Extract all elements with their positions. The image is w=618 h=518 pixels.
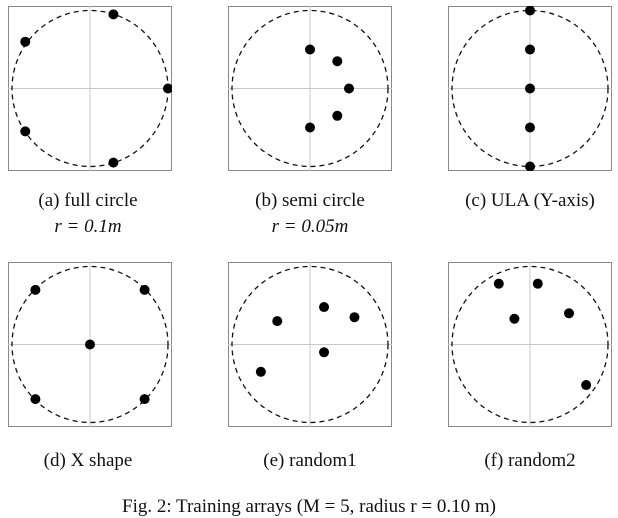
array-element-dot [85,339,95,350]
radius-semi-circle: r = 0.05m [271,216,349,237]
radius-circle [451,9,609,168]
array-element-dot [525,83,535,94]
array-element-dot [344,83,354,94]
array-plot [448,6,612,171]
array-plot [8,262,172,427]
array-element-dot [509,313,520,324]
panel-x-shape [8,262,172,427]
array-element-dot [255,366,266,377]
radius-full-circle: r = 0.1m [54,216,122,237]
array-element-dot [349,312,360,323]
caption-random1: (e) random1 [263,450,357,471]
array-element-dot [319,302,330,313]
caption-random2: (f) random2 [484,450,576,471]
array-element-dot [525,44,535,55]
caption-x-shape: (d) X shape [43,450,133,471]
array-element-dot [139,284,150,295]
array-element-dot [525,6,535,16]
array-plot [448,262,612,427]
array-element-dot [525,122,535,133]
array-element-dot [163,83,172,94]
panel-semi-circle [228,6,392,171]
caption-semi-circle: (b) semi circle [255,190,365,211]
figure-caption: Fig. 2: Training arrays (M = 5, radius r… [122,496,496,517]
panel-random1 [228,262,392,427]
array-element-dot [305,122,315,133]
array-element-dot [108,157,119,168]
array-element-dot [20,126,31,137]
array-element-dot [564,308,574,319]
radius-circle [231,9,389,168]
array-element-dot [532,278,543,289]
panel-full-circle [8,6,172,171]
array-element-dot [108,9,119,20]
array-element-dot [30,284,41,295]
array-element-dot [581,380,592,391]
array-element-dot [332,56,343,67]
array-element-dot [20,36,31,47]
caption-ula-y-axis: (c) ULA (Y-axis) [465,190,595,211]
array-element-dot [30,394,41,405]
array-element-dot [139,394,150,405]
caption-full-circle: (a) full circle [38,190,138,211]
array-plot [8,6,172,171]
array-element-dot [493,278,504,289]
radius-circle [11,265,169,424]
panel-random2 [448,262,612,427]
array-plot [228,262,392,427]
panel-ula-y-axis [448,6,612,171]
array-element-dot [332,110,343,121]
radius-circle [231,265,389,424]
array-element-dot [272,316,283,327]
array-element-dot [305,44,315,55]
array-element-dot [525,161,535,171]
array-plot [228,6,392,171]
array-element-dot [319,347,330,358]
radius-circle [451,265,609,424]
